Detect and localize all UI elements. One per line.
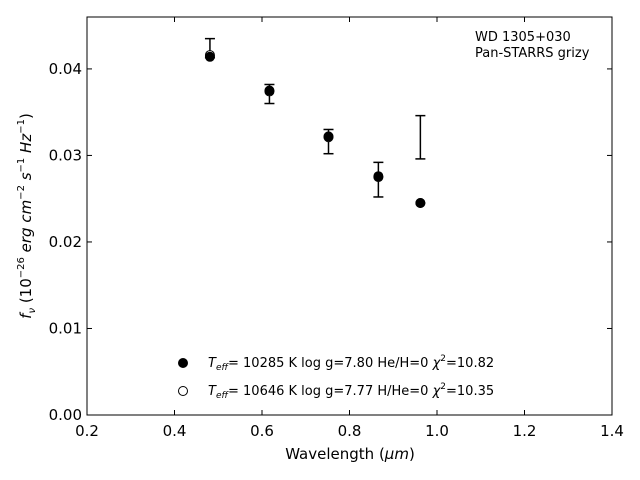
annotation-line-2: Pan-STARRS grizy [475,46,590,61]
y-tick-label: 0.02 [49,233,82,251]
x-tick-label: 0.6 [250,422,274,440]
model-point-filled [323,131,334,142]
model-point-filled [373,171,384,182]
x-tick-label: 0.2 [75,422,99,440]
legend-marker-open [178,386,188,396]
error-bars [204,37,426,198]
legend: Teff= 10285 K log g=7.80 He/H=0 χ2=10.82… [178,354,494,401]
y-axis-label: fν (10−26 erg cm−2 s−1 Hz−1) [16,113,38,319]
y-tick-label: 0.04 [49,60,82,78]
legend-entry-2: Teff= 10646 K log g=7.77 H/He=0 χ2=10.35 [208,382,494,401]
x-tick-label: 1.0 [425,422,449,440]
annotation-line-1: WD 1305+030 [475,30,571,45]
legend-marker-filled [178,358,188,368]
legend-entry-1: Teff= 10285 K log g=7.80 He/H=0 χ2=10.82 [208,354,494,373]
data-markers [204,50,426,209]
x-tick-label: 0.8 [338,422,362,440]
model-point-filled [264,85,275,96]
x-tick-label: 1.4 [600,422,624,440]
x-axis-ticks: 0.2 0.4 0.6 0.8 1.0 1.2 1.4 [75,17,624,440]
y-tick-label: 0.00 [49,406,82,424]
x-axis-label: Wavelength (μm) [285,445,415,463]
y-axis-ticks: 0.00 0.01 0.02 0.03 0.04 [49,60,612,424]
x-tick-label: 1.2 [513,422,537,440]
model-point-filled [415,198,426,209]
y-tick-label: 0.03 [49,146,82,164]
x-tick-label: 0.4 [163,422,187,440]
model-point-filled [204,51,215,62]
y-tick-label: 0.01 [49,319,82,337]
